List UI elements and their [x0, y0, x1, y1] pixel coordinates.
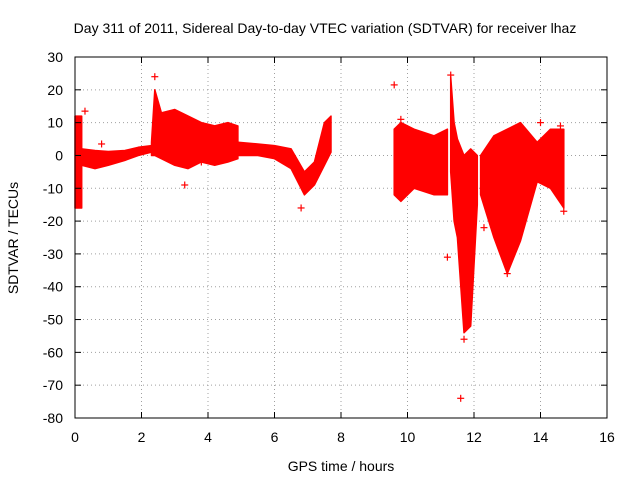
- x-tick-label: 6: [271, 429, 279, 445]
- x-tick-label: 12: [466, 429, 482, 445]
- data-point: [443, 253, 451, 261]
- x-tick-label: 2: [138, 429, 146, 445]
- y-tick-label: -50: [43, 312, 63, 328]
- y-tick-label: 10: [47, 115, 63, 131]
- chart-title: Day 311 of 2011, Sidereal Day-to-day VTE…: [74, 20, 577, 36]
- axis-ticks: [74, 56, 608, 419]
- data-band: [449, 75, 479, 334]
- data-point: [297, 204, 305, 212]
- x-tick-label: 4: [204, 429, 212, 445]
- y-tick-label: 0: [55, 147, 63, 163]
- x-tick-label: 10: [400, 429, 416, 445]
- data-point: [397, 115, 405, 123]
- x-tick-label: 8: [337, 429, 345, 445]
- data-point: [503, 270, 511, 278]
- data-point: [457, 394, 465, 402]
- y-tick-label: 20: [47, 82, 63, 98]
- data-layer: [74, 71, 568, 402]
- data-point: [537, 119, 544, 127]
- data-point: [181, 181, 189, 189]
- data-point: [98, 140, 106, 148]
- data-point: [151, 73, 159, 81]
- y-axis-label: SDTVAR / TECUs: [5, 182, 21, 294]
- y-tick-label: -30: [43, 246, 63, 262]
- data-point: [480, 224, 488, 232]
- data-point: [81, 107, 89, 115]
- x-axis-label: GPS time / hours: [288, 458, 395, 474]
- x-tick-label: 16: [599, 429, 615, 445]
- data-point: [197, 158, 205, 166]
- y-tick-labels: 30 20 10 0 -10 -20 -30 -40 -50 -60 -70 -80: [43, 49, 63, 426]
- y-tick-label: -10: [43, 180, 63, 196]
- data-point: [460, 335, 468, 343]
- data-band: [237, 115, 332, 196]
- x-tick-label: 0: [71, 429, 79, 445]
- y-tick-label: -80: [43, 410, 63, 426]
- y-tick-label: 30: [47, 49, 63, 65]
- y-tick-label: -60: [43, 344, 63, 360]
- y-tick-label: -40: [43, 279, 63, 295]
- data-band: [479, 121, 565, 275]
- data-band: [393, 121, 449, 203]
- data-band: [150, 89, 239, 170]
- y-tick-label: -20: [43, 213, 63, 229]
- x-tick-label: 14: [533, 429, 549, 445]
- data-band: [74, 115, 83, 209]
- data-point: [556, 122, 564, 130]
- data-point: [390, 81, 398, 89]
- x-tick-labels: 0 2 4 6 8 10 12 14 16: [71, 429, 615, 445]
- y-tick-label: -70: [43, 377, 63, 393]
- data-point: [560, 207, 568, 215]
- data-point: [447, 71, 455, 79]
